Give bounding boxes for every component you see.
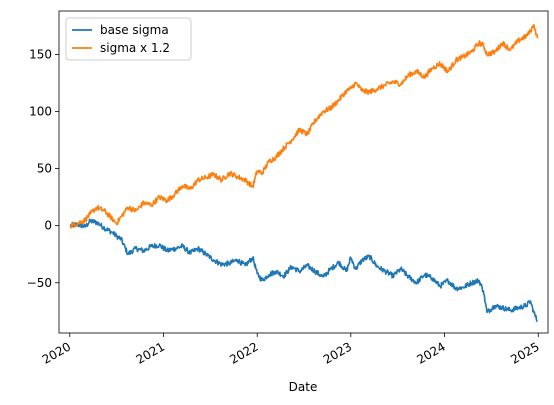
y-axis: −50 0 50 100 150 bbox=[27, 47, 59, 290]
x-tick-label: 2023 bbox=[321, 339, 354, 366]
series-line-base-sigma bbox=[69, 218, 538, 323]
y-tick-label: −50 bbox=[27, 276, 52, 290]
series-layer bbox=[69, 23, 539, 323]
x-tick-label: 2024 bbox=[414, 339, 447, 366]
legend: base sigma sigma x 1.2 bbox=[65, 17, 192, 61]
series-line-sigma-x-1-2 bbox=[69, 23, 539, 229]
x-axis: 2020 2021 2022 2023 2024 2025 bbox=[40, 333, 542, 367]
legend-label-sigma-x-1-2: sigma x 1.2 bbox=[100, 41, 170, 55]
x-tick-label: 2022 bbox=[227, 339, 260, 366]
y-tick-label: 150 bbox=[29, 47, 52, 61]
plot-frame bbox=[58, 10, 549, 334]
x-tick-label: 2025 bbox=[508, 339, 541, 366]
y-tick-label: 0 bbox=[44, 219, 52, 233]
legend-label-base-sigma: base sigma bbox=[100, 23, 169, 37]
y-tick-label: 50 bbox=[37, 162, 52, 176]
y-tick-label: 100 bbox=[29, 104, 52, 118]
x-axis-label: Date bbox=[289, 380, 318, 394]
legend-box bbox=[65, 17, 192, 61]
x-tick-label: 2021 bbox=[134, 339, 167, 366]
x-tick-label: 2020 bbox=[40, 339, 73, 366]
